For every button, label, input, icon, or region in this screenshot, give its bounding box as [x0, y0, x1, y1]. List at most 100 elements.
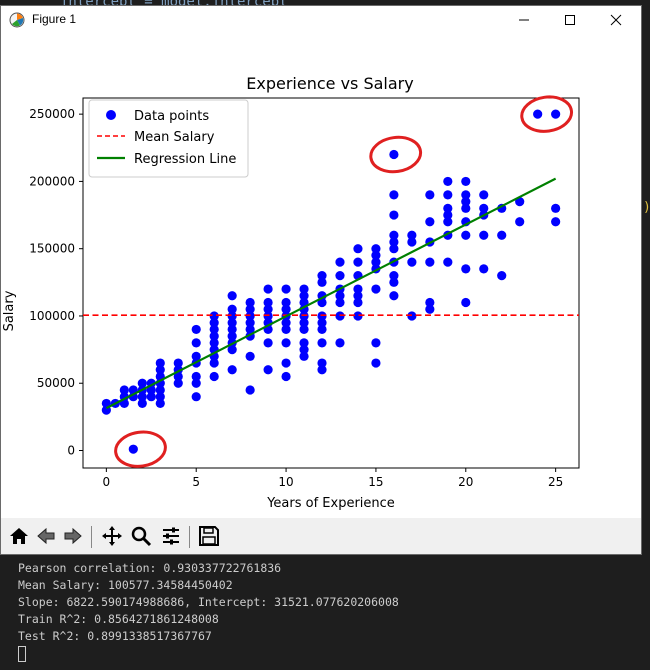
- data-point: [173, 378, 183, 388]
- data-point: [407, 230, 417, 240]
- data-point: [281, 284, 291, 294]
- data-point: [155, 358, 165, 368]
- data-point: [299, 284, 309, 294]
- data-point: [551, 203, 561, 213]
- data-point: [317, 277, 327, 287]
- x-axis-label: Years of Experience: [266, 496, 395, 511]
- data-point: [461, 197, 471, 207]
- data-point: [155, 392, 165, 402]
- scatter-plot[interactable]: Experience vs Salary 0 5 10 15 20 25 0 50000 100…: [1, 34, 641, 518]
- data-point: [533, 109, 543, 119]
- x-tick-label: 5: [192, 475, 200, 489]
- x-tick-label: 20: [458, 475, 473, 489]
- minimize-button[interactable]: [501, 6, 547, 34]
- data-point: [335, 271, 345, 281]
- data-point: [281, 297, 291, 308]
- title-bar[interactable]: Figure 1: [1, 6, 641, 34]
- toolbar-separator: [91, 526, 92, 548]
- data-point: [461, 297, 471, 308]
- red-circle-annotation-1: [114, 430, 167, 468]
- data-point: [209, 338, 219, 348]
- save-icon: [199, 526, 219, 546]
- data-point: [461, 176, 471, 187]
- data-point: [389, 271, 399, 281]
- close-icon: [610, 14, 622, 26]
- chart-title: Experience vs Salary: [246, 74, 413, 93]
- plot-frame: [82, 97, 580, 469]
- data-point: [317, 365, 327, 375]
- data-point: [335, 338, 345, 348]
- pan-button[interactable]: [99, 523, 125, 549]
- data-point: [173, 371, 183, 382]
- data-point: [317, 318, 327, 328]
- data-point: [299, 338, 309, 348]
- data-point: [425, 190, 435, 200]
- data-point: [281, 318, 291, 328]
- y-tick-label: 250000: [29, 107, 75, 121]
- console-line: Slope: 6822.590174988686, Intercept: 315…: [18, 595, 399, 609]
- data-point: [281, 324, 291, 335]
- data-point: [245, 318, 255, 328]
- data-point: [227, 291, 237, 301]
- data-point: [389, 149, 399, 160]
- data-point: [461, 264, 471, 274]
- data-point: [353, 297, 363, 308]
- data-point: [209, 324, 219, 335]
- y-tick-label: 0: [67, 444, 75, 458]
- terminal-output: Pearson correlation: 0.930337722761836 Me…: [18, 560, 399, 662]
- back-button[interactable]: [33, 523, 59, 549]
- home-button[interactable]: [6, 523, 32, 549]
- save-button[interactable]: [196, 523, 222, 549]
- data-point: [245, 324, 255, 335]
- data-point: [443, 190, 453, 200]
- zoom-button[interactable]: [128, 523, 154, 549]
- data-point: [479, 264, 489, 274]
- data-point: [299, 324, 309, 335]
- data-point: [227, 331, 237, 341]
- data-point: [227, 365, 237, 375]
- data-point: [191, 324, 201, 335]
- data-point: [227, 318, 237, 328]
- data-point: [479, 230, 489, 240]
- maximize-button[interactable]: [547, 6, 593, 34]
- legend-point-marker: [106, 110, 116, 120]
- data-point: [191, 378, 201, 388]
- data-point: [389, 277, 399, 287]
- plot-area: 0 5 10 15 20 25 0 50000 100000 150000 200000 250000: [29, 95, 580, 489]
- data-point: [425, 217, 435, 227]
- data-point: [227, 345, 237, 355]
- data-point: [443, 257, 453, 267]
- x-tick-label: 0: [103, 475, 111, 489]
- data-point: [191, 338, 201, 348]
- data-point: [515, 217, 525, 227]
- data-point: [245, 304, 255, 314]
- data-point: [371, 250, 381, 261]
- close-button[interactable]: [593, 6, 639, 34]
- data-point: [281, 304, 291, 314]
- data-point: [191, 371, 201, 382]
- data-point: [461, 190, 471, 200]
- data-point: [245, 351, 255, 361]
- data-point: [479, 190, 489, 200]
- data-point: [371, 338, 381, 348]
- data-point: [299, 351, 309, 361]
- data-point: [209, 318, 219, 328]
- data-point: [245, 385, 255, 395]
- data-point: [353, 284, 363, 294]
- data-point: [371, 244, 381, 254]
- data-point: [155, 398, 165, 409]
- forward-button[interactable]: [60, 523, 86, 549]
- configure-subplots-button[interactable]: [158, 523, 184, 549]
- data-point: [299, 318, 309, 328]
- data-point: [551, 217, 561, 227]
- data-point: [317, 338, 327, 348]
- data-point: [353, 291, 363, 301]
- data-point: [425, 257, 435, 267]
- data-point: [389, 230, 399, 240]
- matplotlib-icon: [9, 12, 25, 28]
- data-point: [155, 385, 165, 395]
- data-point: [443, 210, 453, 220]
- data-point: [317, 271, 327, 281]
- data-point: [191, 351, 201, 361]
- data-point: [209, 311, 219, 321]
